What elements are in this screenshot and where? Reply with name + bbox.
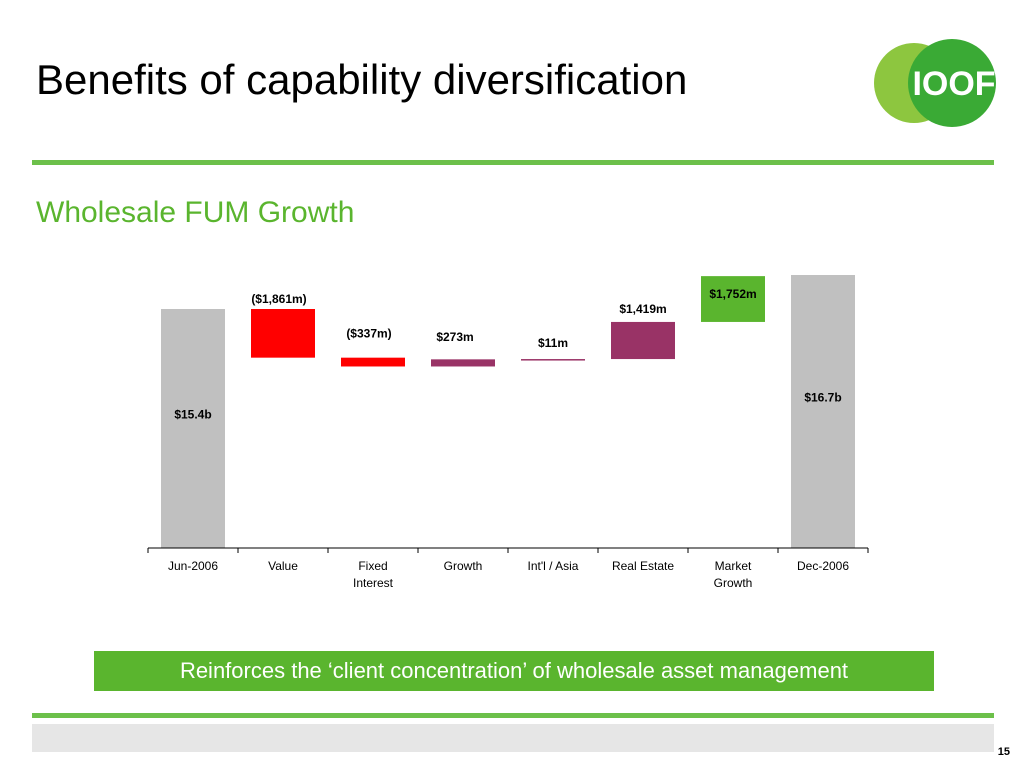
slide-title: Benefits of capability diversification: [36, 56, 688, 103]
x-tick-label-4-0: Int'l / Asia: [528, 559, 579, 573]
x-tick-label-6-1: Growth: [714, 576, 753, 590]
data-label-5: $1,419m: [619, 302, 666, 316]
x-tick-label-0-0: Jun-2006: [168, 559, 218, 573]
ioof-logo: IOOF: [874, 39, 996, 127]
footer-bar: [32, 724, 994, 752]
top-divider: [32, 160, 994, 165]
bar-4: [521, 359, 585, 361]
x-tick-label-2-1: Interest: [353, 576, 394, 590]
data-label-7: $16.7b: [804, 391, 841, 405]
data-label-6: $1,752m: [709, 287, 756, 301]
x-tick-label-7-0: Dec-2006: [797, 559, 849, 573]
wholesale-fum-waterfall-chart: $15.4b ($1,861m) ($337m) $273m $11m $1,419m $1…: [147, 275, 869, 590]
x-tick-label-2-0: Fixed: [358, 559, 387, 573]
bar-5: [611, 321, 675, 360]
data-label-4: $11m: [538, 336, 568, 350]
logo-front-circle: [908, 39, 996, 127]
page-number: 15: [997, 746, 1010, 758]
bar-3: [431, 359, 495, 367]
data-label-2: ($337m): [346, 327, 391, 341]
key-message-banner: Reinforces the ‘client concentration’ of…: [94, 651, 934, 691]
chart-subtitle: Wholesale FUM Growth: [36, 196, 355, 229]
bottom-divider: [32, 713, 994, 718]
data-label-1: ($1,861m): [251, 292, 306, 306]
bar-7: [791, 275, 855, 548]
x-tick-label-5-0: Real Estate: [612, 559, 674, 573]
data-label-0: $15.4b: [174, 408, 211, 422]
x-tick-label-6-0: Market: [715, 559, 752, 573]
bar-0: [161, 309, 225, 548]
bar-6: [701, 276, 765, 322]
data-label-3: $273m: [436, 330, 473, 344]
logo-text: IOOF: [912, 65, 995, 103]
x-tick-label-3-0: Growth: [444, 559, 483, 573]
bar-1: [251, 309, 315, 358]
bar-2: [341, 357, 405, 367]
x-tick-label-1-0: Value: [268, 559, 298, 573]
